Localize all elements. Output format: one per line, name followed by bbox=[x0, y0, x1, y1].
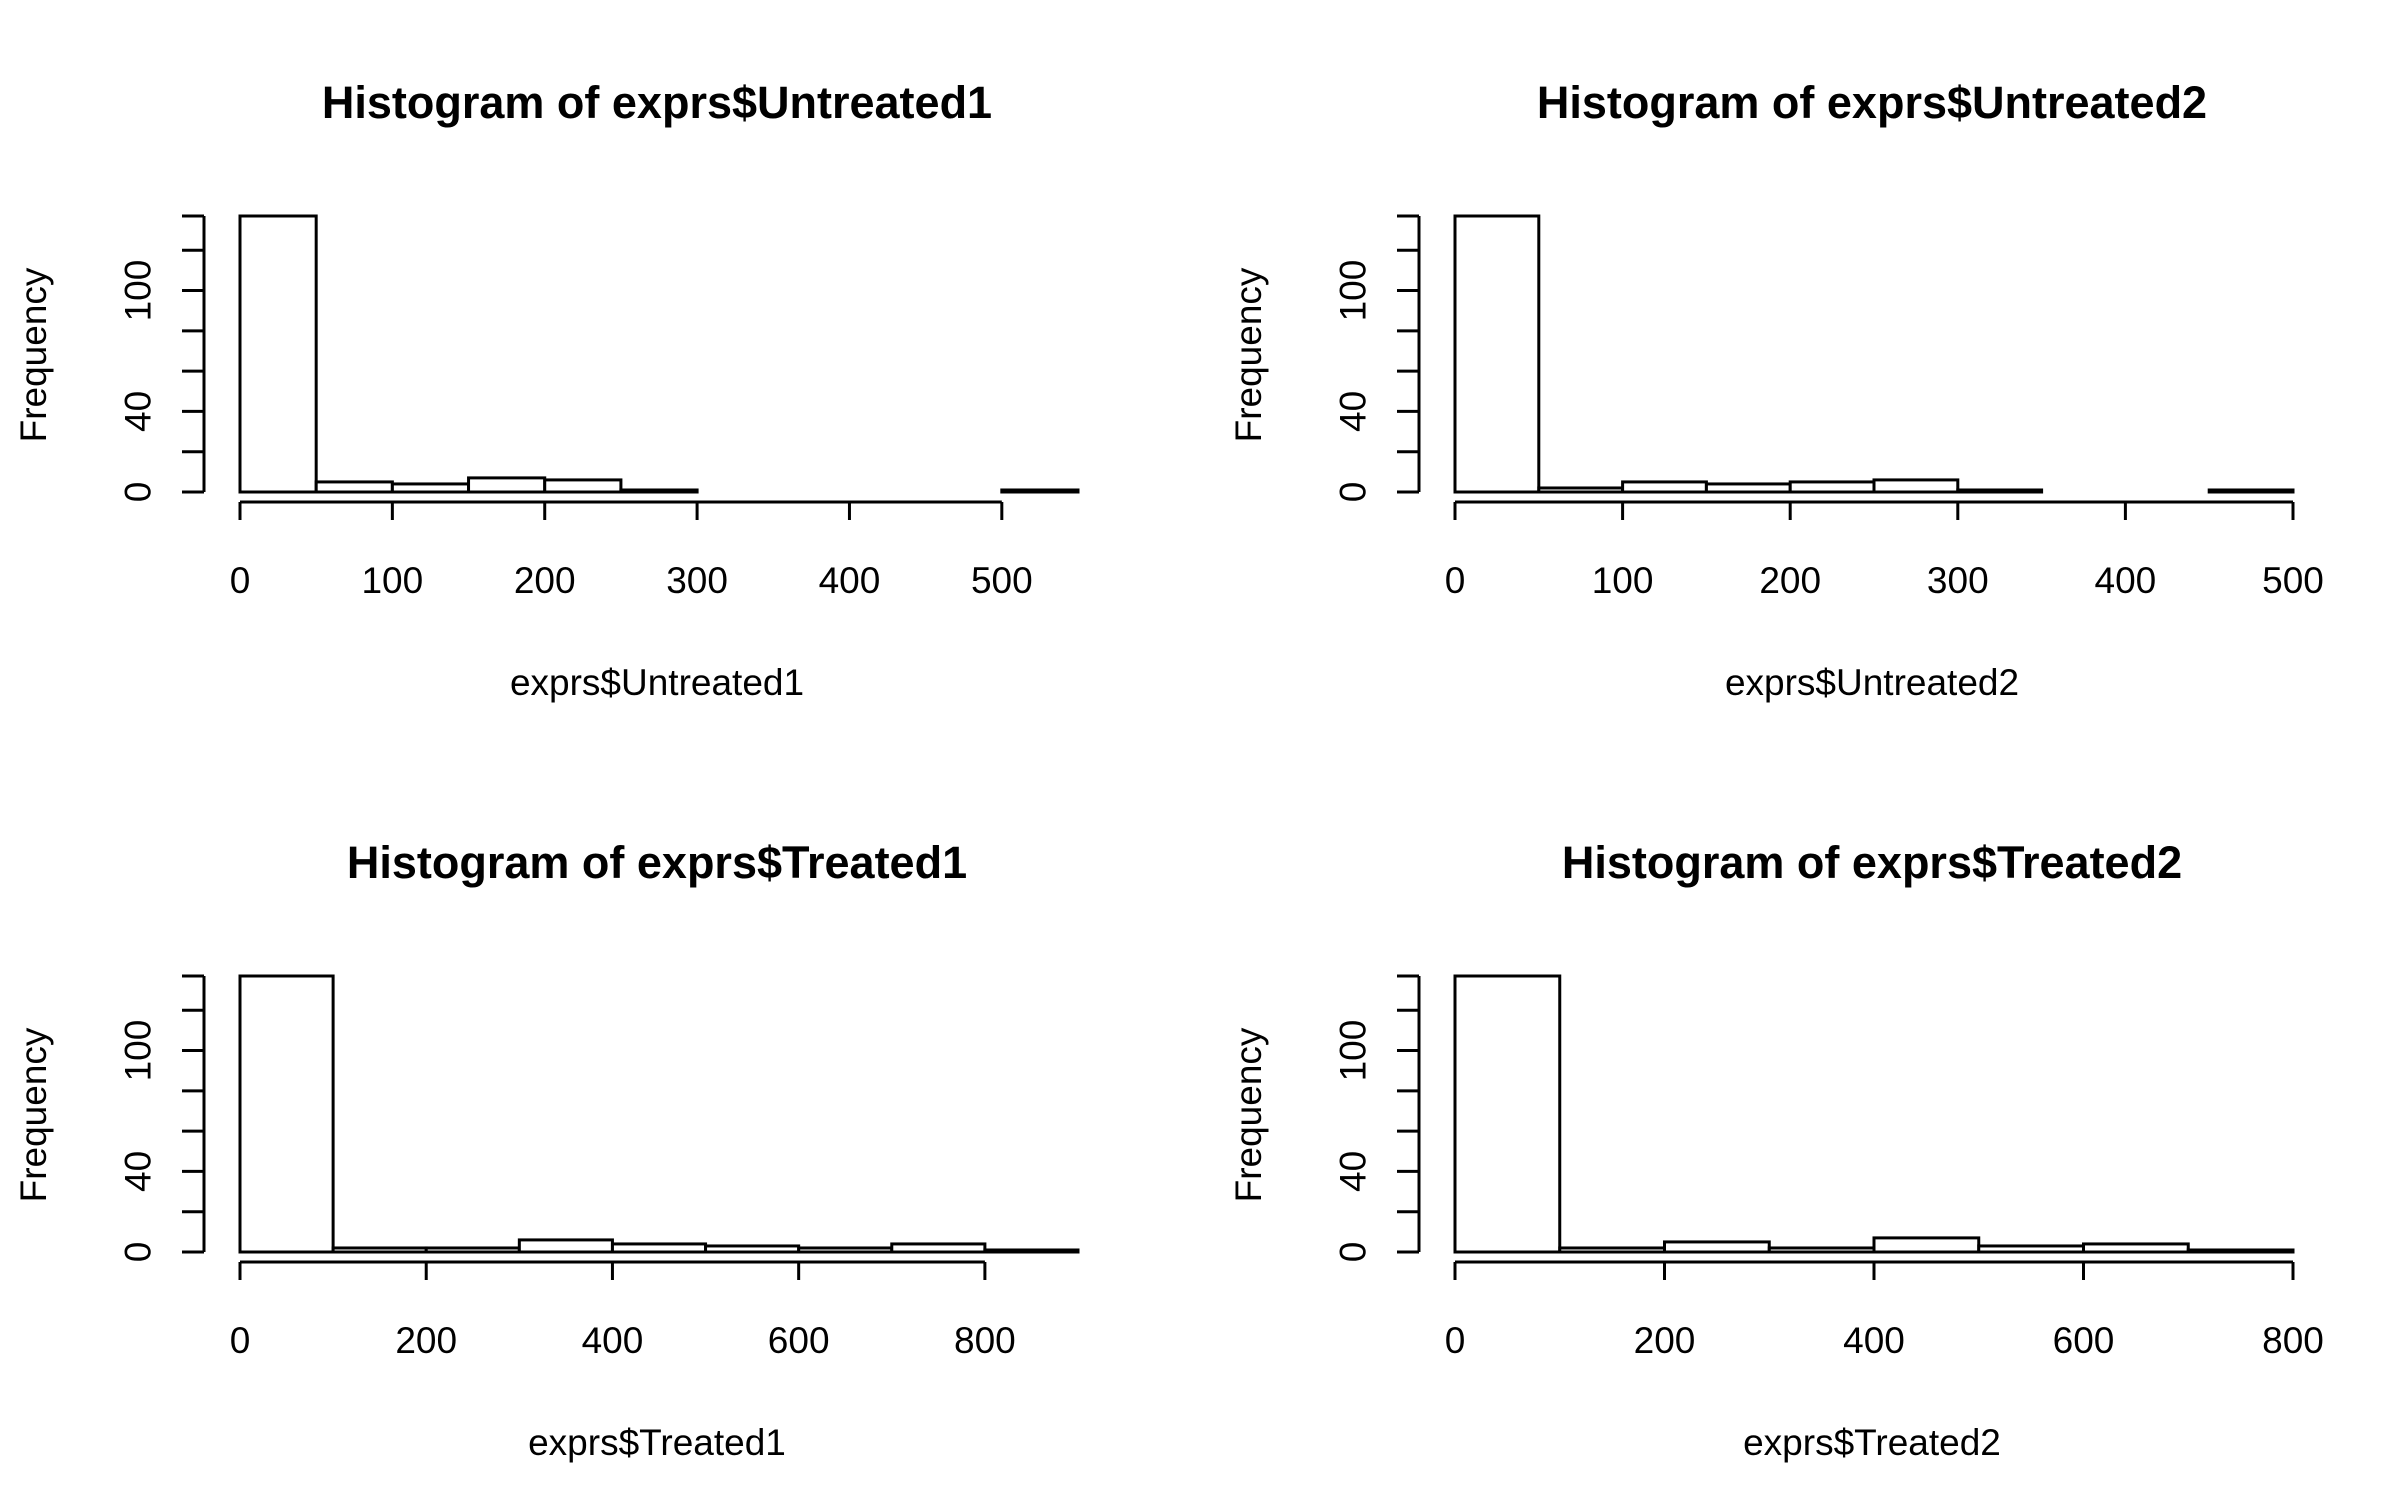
histogram-bar bbox=[610, 1242, 708, 1254]
histogram-bar bbox=[467, 476, 547, 494]
histogram-bar bbox=[517, 1238, 614, 1254]
x-tick-label: 200 bbox=[395, 1320, 457, 1361]
y-tick-label: 40 bbox=[1333, 391, 1374, 432]
histogram-bar bbox=[1872, 478, 1960, 494]
histogram-bar bbox=[1767, 1246, 1876, 1254]
histogram-bar bbox=[1788, 480, 1876, 494]
y-tick-label: 0 bbox=[1333, 1242, 1374, 1263]
histogram-bar bbox=[1704, 482, 1792, 494]
y-tick-label: 100 bbox=[1333, 1020, 1374, 1082]
chart-title: Histogram of exprs$Treated1 bbox=[347, 837, 967, 888]
y-tick-label: 40 bbox=[118, 1151, 159, 1192]
x-tick-label: 0 bbox=[230, 560, 251, 601]
histogram-bar bbox=[543, 478, 623, 494]
y-tick-label: 100 bbox=[1333, 260, 1374, 322]
y-tick-label: 100 bbox=[118, 260, 159, 322]
x-tick-label: 0 bbox=[1445, 1320, 1466, 1361]
x-tick-label: 400 bbox=[582, 1320, 644, 1361]
histogram-bar bbox=[331, 1246, 428, 1254]
histogram-bar bbox=[797, 1246, 894, 1254]
y-axis-label: Frequency bbox=[1228, 1027, 1269, 1202]
x-axis-label: exprs$Untreated2 bbox=[1725, 662, 2019, 703]
histogram-bar bbox=[1453, 214, 1541, 494]
x-tick-label: 0 bbox=[230, 1320, 251, 1361]
x-tick-label: 600 bbox=[768, 1320, 830, 1361]
y-axis-label: Frequency bbox=[1228, 267, 1269, 442]
histogram-bar bbox=[1621, 480, 1708, 494]
histogram-bar bbox=[890, 1242, 987, 1254]
x-tick-label: 500 bbox=[2262, 560, 2324, 601]
x-tick-label: 800 bbox=[2262, 1320, 2324, 1361]
y-axis-label: Frequency bbox=[13, 267, 54, 442]
histogram-bar bbox=[1453, 974, 1562, 1254]
histogram-bar bbox=[424, 1246, 521, 1254]
histogram-bar bbox=[704, 1244, 801, 1254]
histogram-bar bbox=[1537, 486, 1625, 494]
histogram-bar bbox=[1956, 488, 2044, 494]
histogram-bar bbox=[1558, 1246, 1666, 1254]
histogram-panel-untreated1: Histogram of exprs$Untreated1 exprs$Untr… bbox=[13, 77, 1080, 703]
x-axis-label: exprs$Treated1 bbox=[528, 1422, 786, 1463]
chart-title: Histogram of exprs$Treated2 bbox=[1562, 837, 2182, 888]
x-tick-label: 400 bbox=[819, 560, 881, 601]
histogram-bar bbox=[390, 482, 471, 494]
histogram-bar bbox=[1000, 488, 1080, 494]
chart-title: Histogram of exprs$Untreated1 bbox=[322, 77, 992, 128]
histogram-bar bbox=[238, 214, 318, 494]
x-tick-label: 200 bbox=[1759, 560, 1821, 601]
y-tick-label: 40 bbox=[118, 391, 159, 432]
histogram-bar bbox=[1977, 1244, 2085, 1254]
histogram-bar bbox=[2082, 1242, 2190, 1254]
x-tick-label: 0 bbox=[1445, 560, 1466, 601]
y-axis-label: Frequency bbox=[13, 1027, 54, 1202]
y-tick-label: 0 bbox=[1333, 482, 1374, 503]
x-tick-label: 600 bbox=[2053, 1320, 2115, 1361]
histogram-bar bbox=[983, 1248, 1080, 1254]
x-tick-label: 100 bbox=[1592, 560, 1654, 601]
histogram-bar bbox=[314, 480, 394, 494]
histogram-panel-treated2: Histogram of exprs$Treated2 exprs$Treate… bbox=[1228, 837, 2324, 1463]
x-tick-label: 200 bbox=[1634, 1320, 1696, 1361]
histogram-bar bbox=[2207, 488, 2295, 494]
y-tick-label: 0 bbox=[118, 1242, 159, 1263]
x-tick-label: 400 bbox=[2095, 560, 2157, 601]
histogram-bar bbox=[1872, 1236, 1981, 1254]
histogram-panel-treated1: Histogram of exprs$Treated1 exprs$Treate… bbox=[13, 837, 1080, 1463]
histogram-bar bbox=[619, 488, 699, 494]
chart-title: Histogram of exprs$Untreated2 bbox=[1537, 77, 2207, 128]
histogram-bar bbox=[2186, 1248, 2295, 1254]
y-tick-label: 40 bbox=[1333, 1151, 1374, 1192]
histogram-bar bbox=[238, 974, 335, 1254]
x-tick-label: 400 bbox=[1843, 1320, 1905, 1361]
histogram-panel-untreated2: Histogram of exprs$Untreated2 exprs$Untr… bbox=[1228, 77, 2324, 703]
histogram-bar bbox=[1663, 1240, 1771, 1254]
x-tick-label: 200 bbox=[514, 560, 576, 601]
x-tick-label: 800 bbox=[954, 1320, 1016, 1361]
x-tick-label: 300 bbox=[1927, 560, 1989, 601]
x-tick-label: 500 bbox=[971, 560, 1033, 601]
y-tick-label: 100 bbox=[118, 1020, 159, 1082]
x-axis-label: exprs$Untreated1 bbox=[510, 662, 804, 703]
x-axis-label: exprs$Treated2 bbox=[1743, 1422, 2001, 1463]
y-tick-label: 0 bbox=[118, 482, 159, 503]
x-tick-label: 300 bbox=[666, 560, 728, 601]
x-tick-label: 100 bbox=[361, 560, 423, 601]
